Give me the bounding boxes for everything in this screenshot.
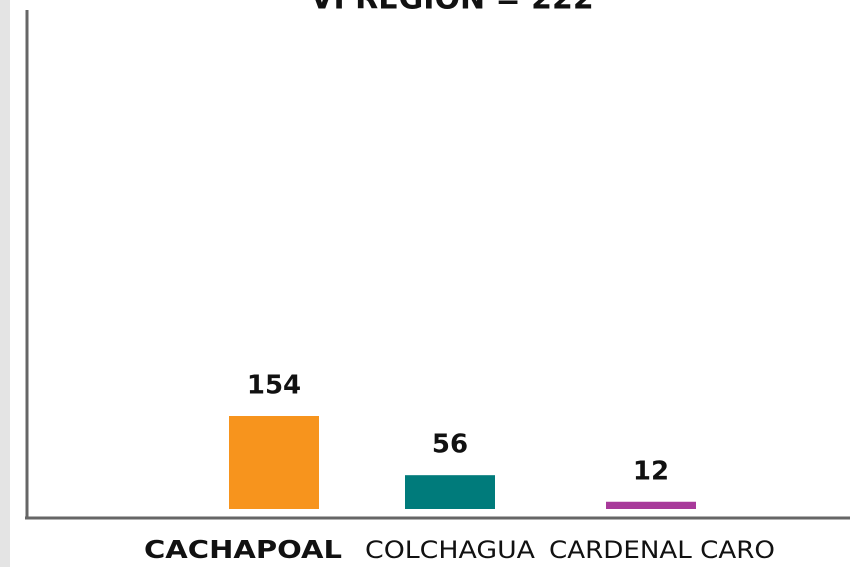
- x-tick-label: CACHAPOAL: [144, 535, 342, 564]
- bar: [229, 416, 319, 509]
- value-label: 12: [633, 456, 669, 486]
- value-label: 154: [247, 371, 301, 401]
- x-tick-label: CARDENAL CARO: [549, 536, 775, 564]
- side-strip: [0, 0, 10, 567]
- bar: [606, 501, 696, 509]
- chart-title: VI REGION = 222: [310, 0, 593, 17]
- x-tick-label: COLCHAGUA: [365, 536, 536, 564]
- bar: [405, 475, 495, 509]
- value-label: 56: [432, 430, 468, 460]
